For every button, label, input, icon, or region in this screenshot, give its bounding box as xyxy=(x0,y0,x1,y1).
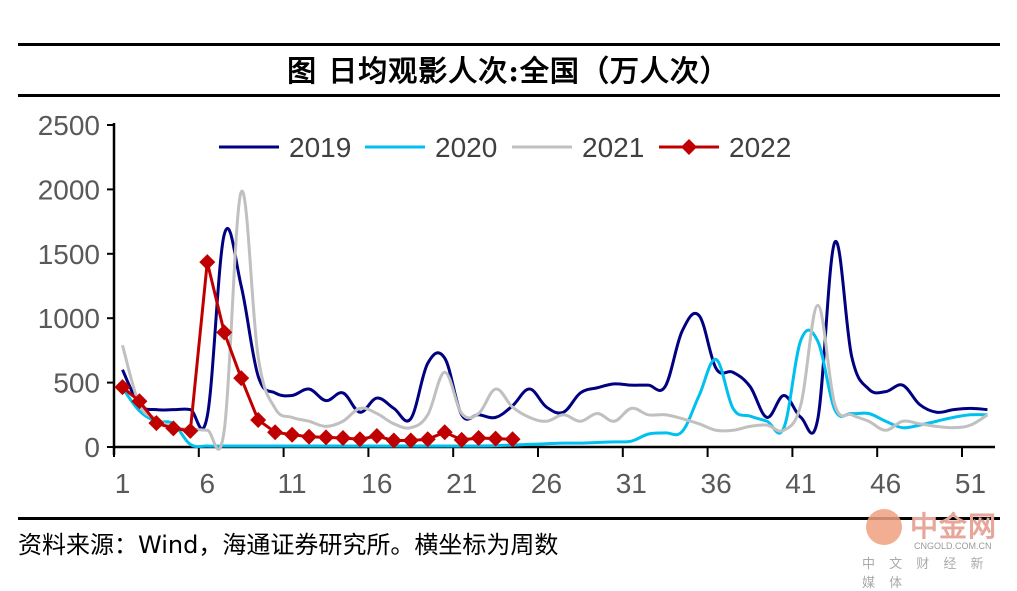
x-tick-label: 46 xyxy=(870,468,901,499)
legend-item-2019: 2019 xyxy=(219,132,351,163)
legend-item-2020: 2020 xyxy=(365,132,497,163)
marker-2022 xyxy=(436,424,453,441)
series-layer xyxy=(114,189,989,451)
x-tick-label: 26 xyxy=(531,468,562,499)
marker-2022 xyxy=(250,411,267,428)
logo-tag-text: 中 文 财 经 新 媒 体 xyxy=(862,557,989,591)
logo-mark-icon xyxy=(866,509,902,545)
marker-2022 xyxy=(318,429,334,446)
y-tick-label: 2500 xyxy=(38,110,100,141)
x-tick-label: 1 xyxy=(115,468,131,499)
x-tick-label: 41 xyxy=(785,468,816,499)
x-tick-label: 51 xyxy=(955,468,986,499)
series-line-2019 xyxy=(121,226,988,435)
legend-item-2021: 2021 xyxy=(512,132,644,163)
x-tick-label: 31 xyxy=(616,468,647,499)
legend-label: 2022 xyxy=(729,132,791,163)
marker-2022 xyxy=(148,415,165,432)
x-tick-label: 21 xyxy=(446,468,477,499)
chart-title: 图 日均观影人次:全国（万人次） xyxy=(287,54,730,88)
marker-2022 xyxy=(182,422,199,439)
x-tick-label: 6 xyxy=(199,468,215,499)
logo-main-text: 中金网 xyxy=(910,510,998,543)
y-tick-label: 1000 xyxy=(38,303,100,334)
marker-2022 xyxy=(402,432,419,449)
y-tick-label: 0 xyxy=(84,432,100,463)
marker-2022 xyxy=(199,254,216,271)
series-2021 xyxy=(121,189,989,451)
marker-2022 xyxy=(267,424,284,441)
marker-2022 xyxy=(165,420,182,437)
legend-item-2022: 2022 xyxy=(659,132,791,163)
x-tick-label: 11 xyxy=(278,468,307,499)
series-line-2022 xyxy=(121,260,513,443)
marker-2022 xyxy=(301,428,318,445)
marker-2022 xyxy=(419,431,436,448)
y-tick-label: 2000 xyxy=(38,174,100,205)
legend-marker xyxy=(681,139,697,155)
series-line-2021 xyxy=(121,189,989,451)
marker-2022 xyxy=(131,393,148,410)
legend-label: 2021 xyxy=(582,132,644,163)
series-2022 xyxy=(114,254,521,449)
marker-2022 xyxy=(351,431,368,448)
marker-2022 xyxy=(216,324,233,341)
legend: 2019 2020 2021 2022 xyxy=(219,132,791,163)
marker-2022 xyxy=(284,426,301,443)
marker-2022 xyxy=(453,431,470,448)
logo-sub-text: CNGOLD.COM.CN xyxy=(914,541,992,551)
watermark-logo: 中金网 CNGOLD.COM.CN 中 文 财 经 新 媒 体 xyxy=(862,505,1012,591)
legend-label: 2019 xyxy=(289,132,351,163)
x-tick-label: 16 xyxy=(361,468,392,499)
legend-label: 2020 xyxy=(435,132,497,163)
title-underline xyxy=(18,94,1000,97)
marker-2022 xyxy=(487,430,504,447)
marker-2022 xyxy=(504,431,521,448)
bottom-rule xyxy=(18,517,1000,520)
x-tick-label: 36 xyxy=(701,468,732,499)
marker-2022 xyxy=(233,370,250,387)
marker-2022 xyxy=(470,429,487,446)
marker-2022 xyxy=(334,429,351,446)
marker-2022 xyxy=(385,432,402,449)
marker-2022 xyxy=(368,428,385,445)
source-note: 资料来源：Wind，海通证券研究所。横坐标为周数 xyxy=(18,531,559,559)
series-2019 xyxy=(121,226,988,435)
top-rule xyxy=(18,43,1000,46)
y-tick-label: 1500 xyxy=(38,239,100,270)
marker-2022 xyxy=(114,379,131,396)
y-tick-label: 500 xyxy=(53,368,100,399)
